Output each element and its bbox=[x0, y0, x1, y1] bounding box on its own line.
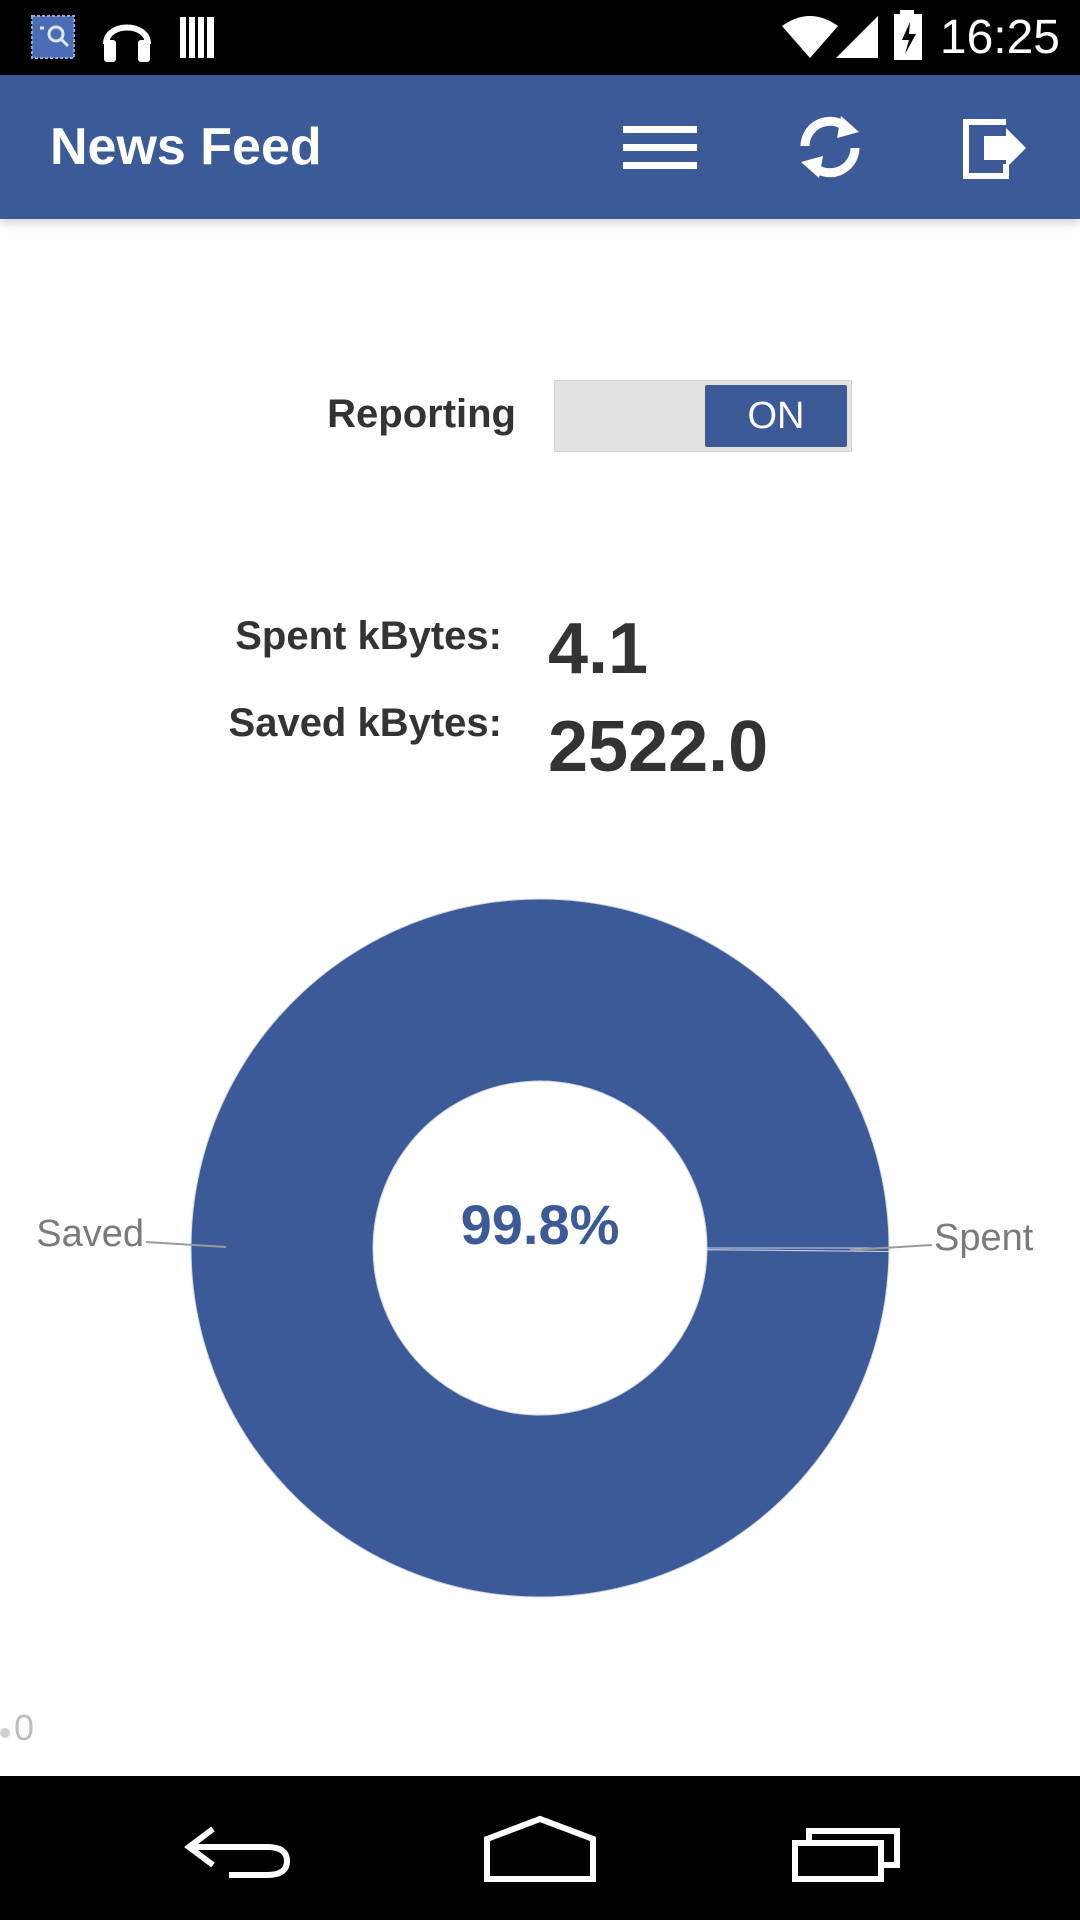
signal-icon bbox=[836, 16, 878, 58]
leader-line-saved bbox=[145, 1241, 227, 1248]
label-spent: Spent bbox=[934, 1217, 1034, 1259]
home-button[interactable] bbox=[475, 1803, 605, 1893]
axis-zero-label: 0 bbox=[14, 1707, 35, 1748]
label-saved: Saved bbox=[36, 1213, 144, 1255]
back-button[interactable] bbox=[175, 1803, 305, 1893]
headphones-icon bbox=[103, 24, 151, 62]
refresh-button[interactable] bbox=[785, 102, 875, 192]
spent-value: 4.1 bbox=[548, 609, 649, 689]
menu-icon bbox=[623, 126, 697, 169]
saved-label: Saved kBytes: bbox=[228, 701, 502, 745]
recents-button[interactable] bbox=[785, 1803, 915, 1893]
status-bar: 16:25 bbox=[0, 0, 1080, 75]
home-icon bbox=[484, 1815, 596, 1882]
donut-chart: Saved Spent 99.8% bbox=[36, 898, 1034, 1598]
reporting-toggle[interactable]: ON bbox=[554, 380, 852, 452]
back-icon bbox=[184, 1826, 291, 1878]
slice-saved bbox=[190, 898, 890, 1598]
wifi-icon bbox=[782, 16, 838, 58]
spent-label: Spent kBytes: bbox=[235, 614, 502, 658]
clock: 16:25 bbox=[939, 11, 1060, 64]
app-title: News Feed bbox=[50, 118, 322, 176]
menu-button[interactable] bbox=[615, 102, 705, 192]
refresh-icon bbox=[800, 116, 860, 178]
barcode-icon bbox=[180, 17, 214, 58]
battery-charging-icon bbox=[894, 10, 922, 60]
leader-line-spent bbox=[849, 1244, 933, 1251]
logout-icon bbox=[963, 119, 1026, 179]
logout-button[interactable] bbox=[950, 102, 1040, 192]
center-percentage: 99.8% bbox=[461, 1193, 620, 1256]
recents-icon bbox=[792, 1828, 900, 1882]
saved-value: 2522.0 bbox=[548, 707, 769, 787]
reporting-label: Reporting bbox=[327, 392, 516, 436]
app-bar: News Feed bbox=[0, 75, 1080, 219]
axis-dot bbox=[0, 1728, 10, 1738]
nav-bar bbox=[0, 1776, 1080, 1920]
gallery-icon bbox=[31, 15, 75, 59]
reporting-toggle-thumb: ON bbox=[705, 385, 847, 447]
